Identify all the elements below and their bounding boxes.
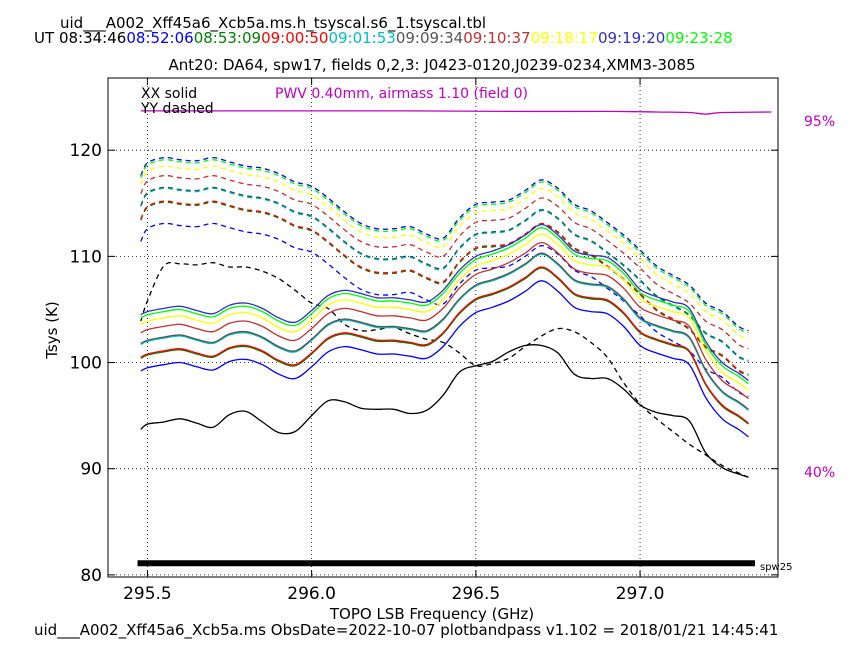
ut-time-5: 09:09:34 xyxy=(396,29,463,47)
y-axis-label: Tsys (K) xyxy=(43,301,61,359)
pwv-annotation: PWV 0.40mm, airmass 1.10 (field 0) xyxy=(275,86,528,102)
x-tick-label: 296.0 xyxy=(287,584,336,604)
spw-bar-label: spw25 xyxy=(760,562,792,573)
y-tick-label: 110 xyxy=(70,247,102,267)
ut-time-1: 08:52:06 xyxy=(126,29,193,47)
series-line-14 xyxy=(141,234,749,390)
ut-time-0: 08:34:46 xyxy=(59,29,126,47)
transmission-line xyxy=(141,111,772,114)
ut-times: 08:34:4608:52:0608:53:0909:00:5009:01:53… xyxy=(59,29,733,47)
legend-yy: YY dashed xyxy=(140,101,214,117)
series-line-0 xyxy=(141,345,749,478)
ut-time-6: 09:10:37 xyxy=(463,29,530,47)
x-tick-label: 297.0 xyxy=(616,584,665,604)
legend-xx: XX solid xyxy=(141,86,197,102)
ut-time-8: 09:19:20 xyxy=(598,29,665,47)
y-tick-label: 120 xyxy=(70,141,102,161)
ut-time-3: 09:00:50 xyxy=(261,29,328,47)
plot-frame xyxy=(108,78,778,577)
series-line-1 xyxy=(141,263,749,478)
ut-label: UT xyxy=(34,29,54,47)
ut-time-2: 08:53:09 xyxy=(194,29,261,47)
y-tick-label: 90 xyxy=(80,460,102,480)
y-tick-label: 100 xyxy=(70,354,102,374)
transmission-bottom-label: 40% xyxy=(804,465,835,481)
ut-time-4: 09:01:53 xyxy=(328,29,395,47)
grid xyxy=(108,78,778,577)
transmission-top-label: 95% xyxy=(804,114,835,130)
series-lines xyxy=(141,158,749,478)
footer-info: uid___A002_Xff45a6_Xcb5a.ms ObsDate=2022… xyxy=(34,621,778,639)
x-tick-label: 295.5 xyxy=(123,584,172,604)
ut-time-7: 09:18:17 xyxy=(531,29,598,47)
chart-title: Ant20: DA64, spw17, fields 0,2,3: J0423-… xyxy=(0,56,864,74)
x-tick-label: 296.5 xyxy=(452,584,501,604)
y-tick-label: 80 xyxy=(80,566,102,586)
ut-times-row: UT 08:34:4608:52:0608:53:0909:00:5009:01… xyxy=(34,29,733,47)
ut-time-9: 09:23:28 xyxy=(665,29,732,47)
